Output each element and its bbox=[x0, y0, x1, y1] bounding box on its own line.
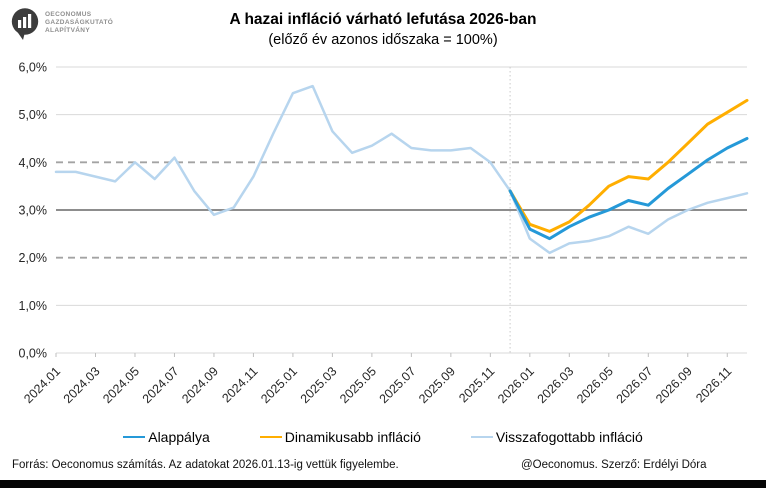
legend-item-alappalya: Alappálya bbox=[123, 429, 210, 445]
x-axis-label: 2026.07 bbox=[614, 364, 656, 406]
chart-title: A hazai infláció várható lefutása 2026-b… bbox=[229, 11, 537, 28]
bottom-border-bar bbox=[0, 480, 766, 488]
x-axis-label: 2024.09 bbox=[179, 364, 221, 406]
x-axis-label: 2026.03 bbox=[535, 364, 577, 406]
logo-line2: GAZDASÁGKUTATÓ bbox=[45, 19, 114, 26]
logo-text: OECONOMUS GAZDASÁGKUTATÓ ALAPÍTVÁNY bbox=[45, 11, 113, 35]
oeconomus-logo-icon bbox=[10, 7, 40, 46]
x-axis-label: 2024.07 bbox=[140, 364, 182, 406]
x-axis-label: 2024.03 bbox=[61, 364, 103, 406]
legend-line-swatch bbox=[470, 436, 493, 438]
y-axis-label: 4,0% bbox=[19, 156, 48, 170]
x-axis-label: 2026.09 bbox=[653, 364, 695, 406]
legend-item-visszafogottabb: Visszafogottabb infláció bbox=[470, 429, 643, 445]
y-axis-label: 1,0% bbox=[19, 299, 48, 313]
inflation-line-chart: 0,0%1,0%2,0%3,0%4,0%5,0%6,0%2024.012024.… bbox=[19, 61, 749, 406]
x-axis-label: 2025.07 bbox=[377, 364, 419, 406]
credit-note: @Oeconomus. Szerző: Erdélyi Dóra bbox=[521, 459, 707, 471]
y-axis-label: 0,0% bbox=[19, 347, 48, 361]
dinamikusabb-line bbox=[508, 98, 749, 233]
x-axis-label: 2026.11 bbox=[693, 364, 734, 405]
legend: Alappálya Dinamikusabb infláció Visszafogo… bbox=[0, 429, 766, 445]
legend-label: Dinamikusabb infláció bbox=[284, 429, 421, 445]
x-axis-label: 2026.05 bbox=[574, 364, 616, 406]
x-axis-label: 2025.01 bbox=[258, 364, 300, 406]
x-axis-label: 2024.05 bbox=[100, 364, 142, 406]
x-axis-label: 2024.01 bbox=[21, 364, 63, 406]
x-axis-label: 2024.11 bbox=[219, 364, 260, 405]
chart-subtitle: (előző év azonos időszaka = 100%) bbox=[268, 32, 498, 48]
visszafogottabb-line bbox=[54, 84, 749, 255]
logo-line3: ALAPÍTVÁNY bbox=[45, 27, 91, 34]
legend-line-swatch bbox=[259, 436, 282, 438]
x-axis-label: 2025.03 bbox=[298, 364, 340, 406]
y-axis-label: 5,0% bbox=[19, 108, 48, 122]
legend-label: Visszafogottabb infláció bbox=[495, 429, 643, 445]
x-axis-label: 2025.09 bbox=[416, 364, 458, 406]
logo: OECONOMUS GAZDASÁGKUTATÓ ALAPÍTVÁNY bbox=[10, 7, 113, 46]
legend-label: Alappálya bbox=[148, 429, 210, 445]
x-axis-label: 2025.11 bbox=[456, 364, 497, 405]
alappalya-line bbox=[508, 137, 749, 241]
y-axis-label: 3,0% bbox=[19, 204, 48, 218]
y-axis-label: 2,0% bbox=[19, 251, 48, 265]
y-axis-label: 6,0% bbox=[19, 61, 48, 75]
legend-line-swatch bbox=[123, 436, 146, 438]
legend-item-dinamikusabb: Dinamikusabb infláció bbox=[259, 429, 421, 445]
x-axis-label: 2025.05 bbox=[337, 364, 379, 406]
source-note: Forrás: Oeconomus számítás. Az adatokat … bbox=[12, 459, 399, 471]
logo-line1: OECONOMUS bbox=[45, 11, 92, 18]
x-axis-label: 2026.01 bbox=[495, 364, 537, 406]
